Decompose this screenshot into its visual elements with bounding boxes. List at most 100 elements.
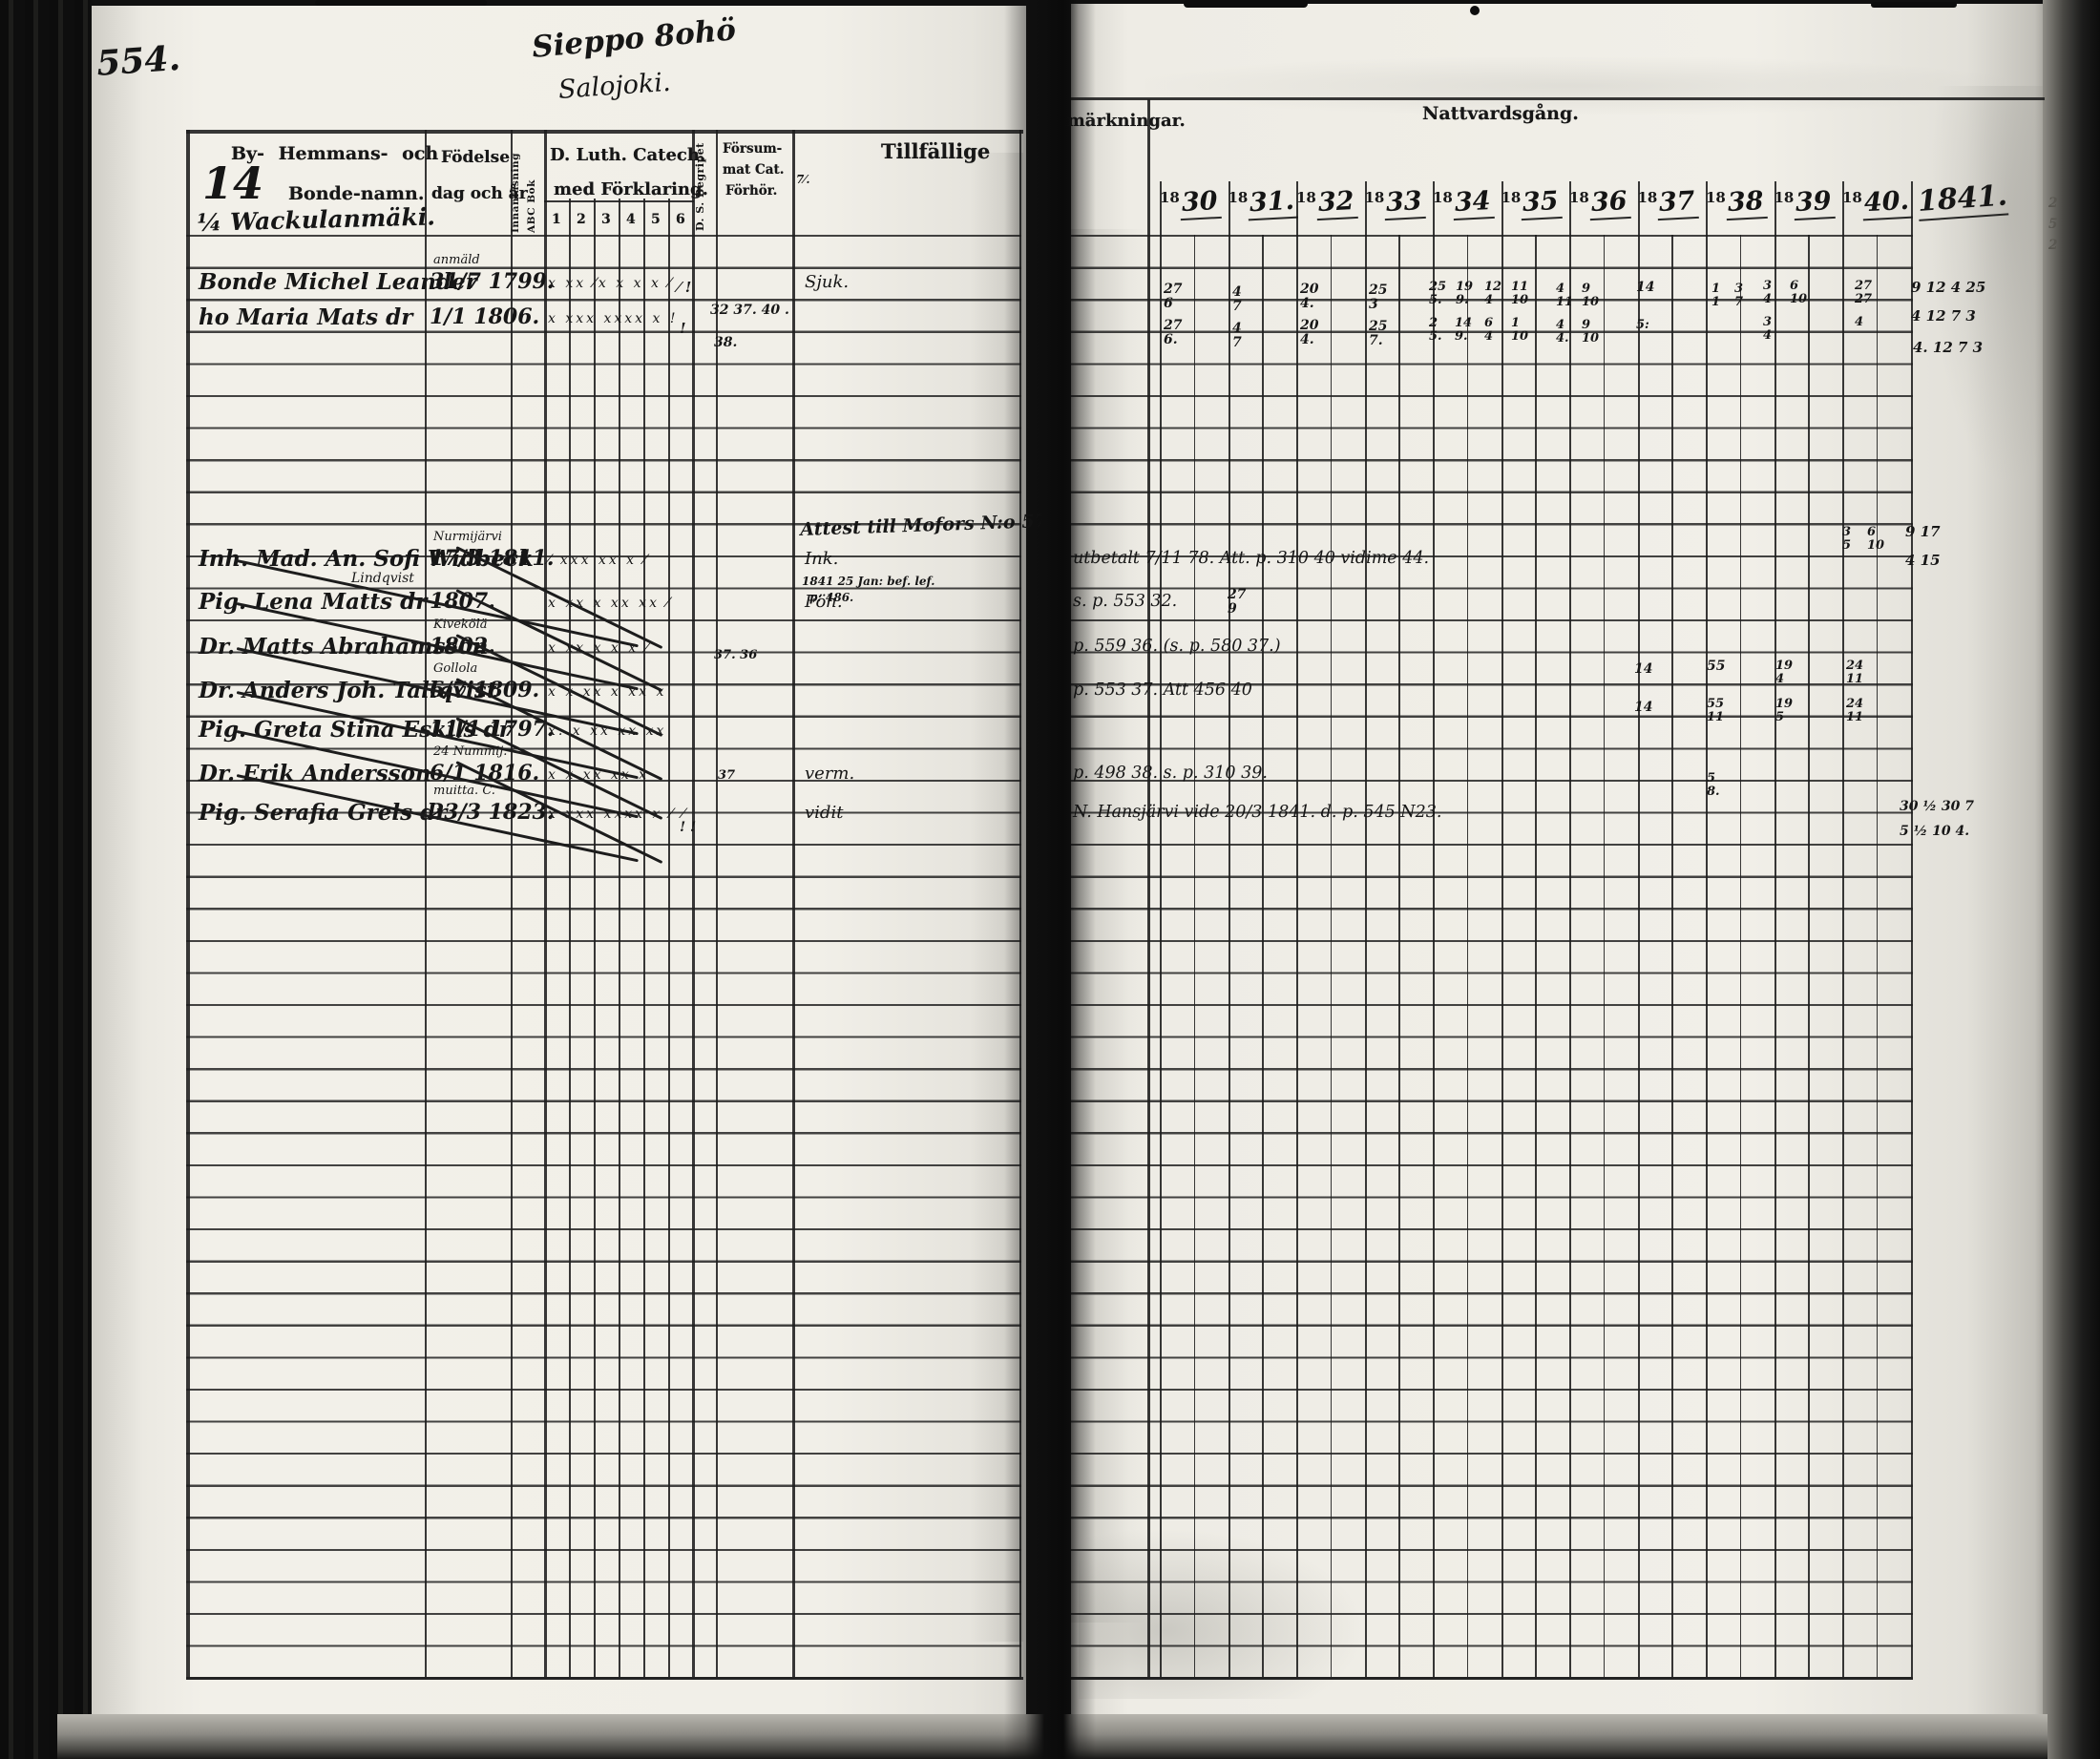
- communion-grid-line: [1228, 181, 1230, 1677]
- record-catech-marks: x xxx xxxx x !: [548, 311, 679, 326]
- year-1841-label: 1841.: [1917, 178, 2009, 222]
- handwritten-note: ⁄ !: [678, 279, 692, 296]
- record-birth-note: Kivekölä: [433, 618, 488, 632]
- year-handwritten-suffix: 34: [1452, 185, 1495, 221]
- communion-grid-line: [1842, 181, 1845, 1677]
- book-left-edge: [0, 0, 92, 1759]
- left-table-column-line: [511, 130, 513, 1677]
- record-name-note: Lindqvist: [351, 571, 414, 586]
- communion-grid-line: [1808, 235, 1810, 1677]
- communion-grid-line: [1262, 235, 1264, 1677]
- handwritten-note: 19 4: [1775, 659, 1794, 687]
- communion-grid-line: [1739, 235, 1742, 1677]
- year-handwritten-suffix: 35: [1520, 185, 1563, 221]
- communion-grid-line: [1603, 235, 1606, 1677]
- record-tillfallige: Ink.: [805, 549, 839, 569]
- handwritten-note: 4 7: [1232, 284, 1242, 315]
- year-handwritten-suffix: 36: [1588, 185, 1631, 221]
- year-handwritten-suffix: 38: [1725, 185, 1768, 221]
- year-printed-prefix: 18: [1569, 189, 1589, 206]
- handwritten-note: 4 7: [1232, 321, 1242, 351]
- handwritten-note: 5 ½ 10 4.: [1900, 824, 1970, 839]
- left-table-column-line: [792, 130, 795, 1677]
- handwritten-note: 25 3: [1369, 283, 1388, 313]
- handwritten-note: 3 4: [1763, 279, 1773, 307]
- handwritten-note: 11 10: [1511, 280, 1529, 308]
- record-tillfallige: vidit: [805, 803, 844, 823]
- year-printed-prefix: 18: [1296, 189, 1316, 206]
- header-forsummat-3: Förhör.: [725, 183, 778, 199]
- communion-grid-line: [1160, 181, 1163, 1677]
- communion-grid-line: [1193, 235, 1196, 1677]
- right-remarks-divider: [1147, 99, 1150, 1677]
- record-remark: p. 553 37. Att 456 40: [1073, 681, 1252, 700]
- handwritten-note: ! !: [680, 820, 697, 835]
- handwritten-note: 20 4.: [1300, 282, 1319, 312]
- year-header-1833: 1833: [1364, 185, 1434, 235]
- household-number: 14: [202, 157, 264, 209]
- record-tillfallige: verm.: [805, 764, 855, 784]
- handwritten-note: 19 5: [1775, 697, 1794, 725]
- handwritten-note: 32 37. 40 .: [710, 303, 789, 318]
- year-printed-prefix: 18: [1364, 189, 1385, 206]
- handwritten-note: 2: [2048, 238, 2058, 253]
- year-header-1832: 1832: [1296, 185, 1365, 235]
- communion-grid-line: [1330, 235, 1333, 1677]
- handwritten-note: 55 11: [1707, 697, 1725, 725]
- right-table-top-border: [1071, 97, 2045, 100]
- record-birth-note: muitta. C.: [433, 784, 495, 798]
- year-handwritten-suffix: 33: [1383, 185, 1426, 221]
- handwritten-note: 9 10: [1582, 282, 1600, 310]
- handwritten-note: 14: [1636, 280, 1655, 295]
- handwritten-note: 24 11: [1846, 659, 1864, 687]
- handwritten-note: 9 17: [1905, 523, 1941, 540]
- right-table-bottom-border: [1071, 1677, 1913, 1680]
- left-table-top-border: [186, 130, 1023, 134]
- record-birth-date: 1/1 1806.: [430, 304, 540, 329]
- header-dag-och-ar: dag och år: [431, 184, 528, 203]
- year-header-1837: 1837: [1638, 185, 1707, 235]
- handwritten-note: 1 10: [1511, 316, 1529, 345]
- header-fodelse: Födelse: [441, 148, 511, 167]
- right-page-row-lines: [1071, 235, 1913, 1680]
- record-catech-marks: x x xx xx x: [548, 767, 650, 783]
- record-remark: utbetalt 7/11 78. Att. p. 310 40 vidime …: [1073, 549, 1430, 568]
- left-table-column-line: [186, 130, 190, 1677]
- record-birth-date: 23/3 1823.: [430, 800, 555, 825]
- handwritten-note: 14: [1634, 700, 1653, 715]
- handwritten-note: !: [680, 320, 686, 337]
- record-birth-date: 11/1 1797.: [430, 717, 555, 742]
- handwritten-note: 37: [718, 768, 736, 783]
- handwritten-note: 12 4: [1484, 280, 1502, 308]
- catech-column-number: 4: [626, 212, 636, 227]
- left-table-column-line: [668, 199, 670, 1677]
- communion-grid-line: [1501, 181, 1503, 1677]
- handwritten-note: 3 5: [1842, 525, 1852, 554]
- year-printed-prefix: 18: [1706, 189, 1726, 206]
- folio-number: 554.: [94, 37, 182, 84]
- record-birth-note: 24 Nummij.: [433, 744, 508, 759]
- left-table-column-line: [569, 199, 571, 1677]
- year-header-1835: 1835: [1502, 185, 1570, 235]
- catech-column-number: 3: [601, 212, 611, 227]
- handwritten-note: 9 10: [1582, 318, 1600, 346]
- record-catech-marks: x xx ⁄x x x x ⁄: [548, 276, 674, 291]
- communion-grid-line: [1535, 235, 1537, 1677]
- handwritten-note: 1841 25 Jan: bef. lef.: [802, 575, 935, 588]
- year-header-1831: 1831.: [1228, 185, 1299, 235]
- ink-speck: [1470, 6, 1480, 15]
- communion-grid-line: [1398, 235, 1400, 1677]
- record-remark: p. 559 36. (s. p. 580 37.): [1073, 637, 1281, 656]
- handwritten-note: 4. 12 7 3: [1913, 339, 1984, 356]
- handwritten-note: 14: [1634, 661, 1653, 677]
- communion-grid-line: [1466, 235, 1469, 1677]
- record-birth-note: Nurmijärvi: [433, 530, 502, 544]
- handwritten-note: 9 12 4 25: [1911, 279, 1986, 296]
- communion-grid-line: [1706, 181, 1709, 1677]
- year-printed-prefix: 18: [1433, 189, 1453, 206]
- header-tillfallige: Tillfällige: [881, 139, 991, 163]
- handwritten-note: 6 10: [1790, 279, 1808, 307]
- left-table-column-line: [692, 130, 695, 1677]
- handwritten-note: 2: [2048, 196, 2058, 211]
- record-tillfallige: Föh.: [805, 592, 843, 612]
